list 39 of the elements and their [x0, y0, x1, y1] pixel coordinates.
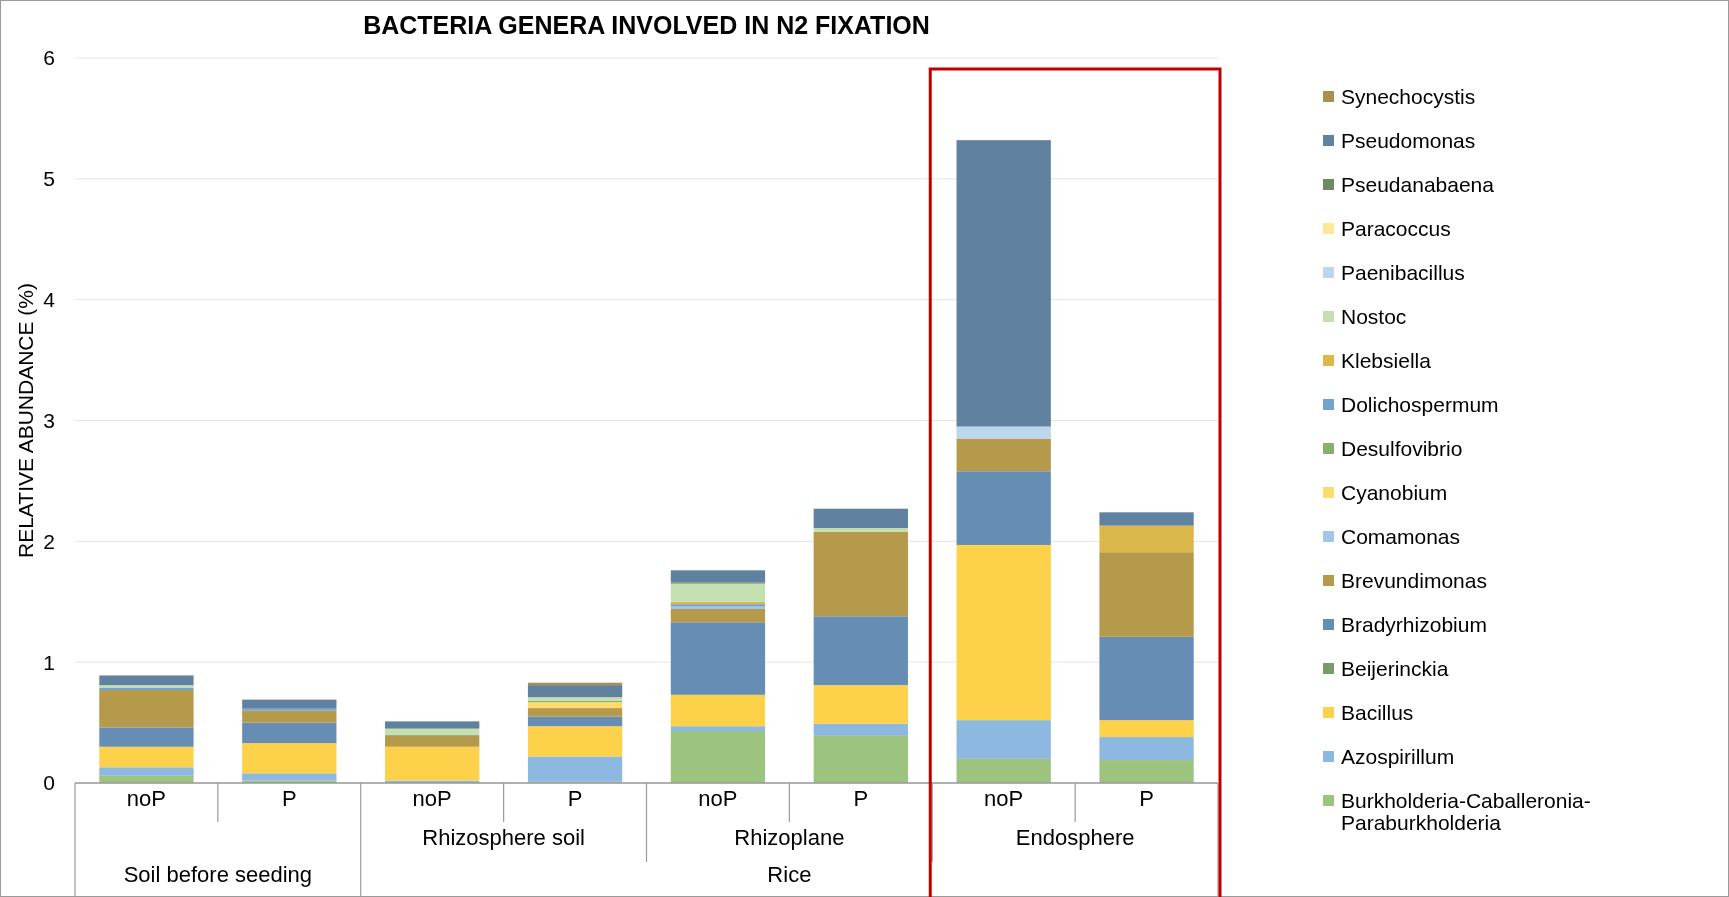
legend-label: Nostoc [1341, 305, 1407, 329]
legend-label: Bradyrhizobium [1341, 613, 1487, 637]
legend-label: Klebsiella [1341, 349, 1432, 373]
legend-label: Burkholderia-Caballeronia-Paraburkholderia [1341, 789, 1591, 835]
x-tick-label: P [853, 786, 869, 811]
text: Endosphere [1015, 825, 1135, 850]
x-tick-label: noP [126, 786, 167, 811]
y-tick-label: 2 [43, 529, 55, 553]
legend-label: Desulfovibrio [1341, 437, 1463, 461]
y-tick-label: 0 [43, 771, 55, 795]
legend-label: Pseudanabaena [1341, 173, 1495, 197]
x-tick-label: P [1139, 786, 1154, 811]
y-axis-title: RELATIVE ABUNDANCE (%) [14, 283, 37, 558]
chart-title: BACTERIA GENERA INVOLVED IN N2 FIXATION [363, 11, 930, 39]
x-tick-label: P [567, 786, 583, 811]
legend-label: Dolichospermum [1341, 393, 1499, 417]
text: Rhizoplane [734, 825, 845, 850]
text: Soil before seeding [123, 862, 313, 887]
legend-label: Paenibacillus [1341, 261, 1465, 285]
y-tick-label: 1 [43, 650, 55, 674]
legend-label: Cyanobium [1341, 481, 1448, 505]
x-tick-label: noP [698, 786, 738, 811]
legend-label: Brevundimonas [1341, 569, 1487, 593]
legend-label: Paracoccus [1341, 217, 1451, 241]
text: Rhizosphere soil [422, 825, 585, 850]
x-tick-label: noP [984, 786, 1024, 811]
legend-label: Beijerinckia [1341, 657, 1449, 681]
y-tick-label: 4 [43, 288, 56, 312]
y-tick-label: 5 [43, 167, 55, 191]
text: Rice [767, 862, 812, 887]
y-tick-label: 3 [43, 408, 55, 432]
x-tick-label: noP [412, 786, 452, 811]
legend-label: Synechocystis [1341, 85, 1476, 109]
x-tick-label: P [281, 786, 297, 811]
legend-label: Bacillus [1341, 701, 1414, 725]
legend-label: Azospirillum [1341, 745, 1455, 769]
legend-label: Pseudomonas [1341, 129, 1476, 153]
legend-label: Comamonas [1341, 525, 1461, 549]
y-tick-label: 6 [43, 46, 55, 70]
